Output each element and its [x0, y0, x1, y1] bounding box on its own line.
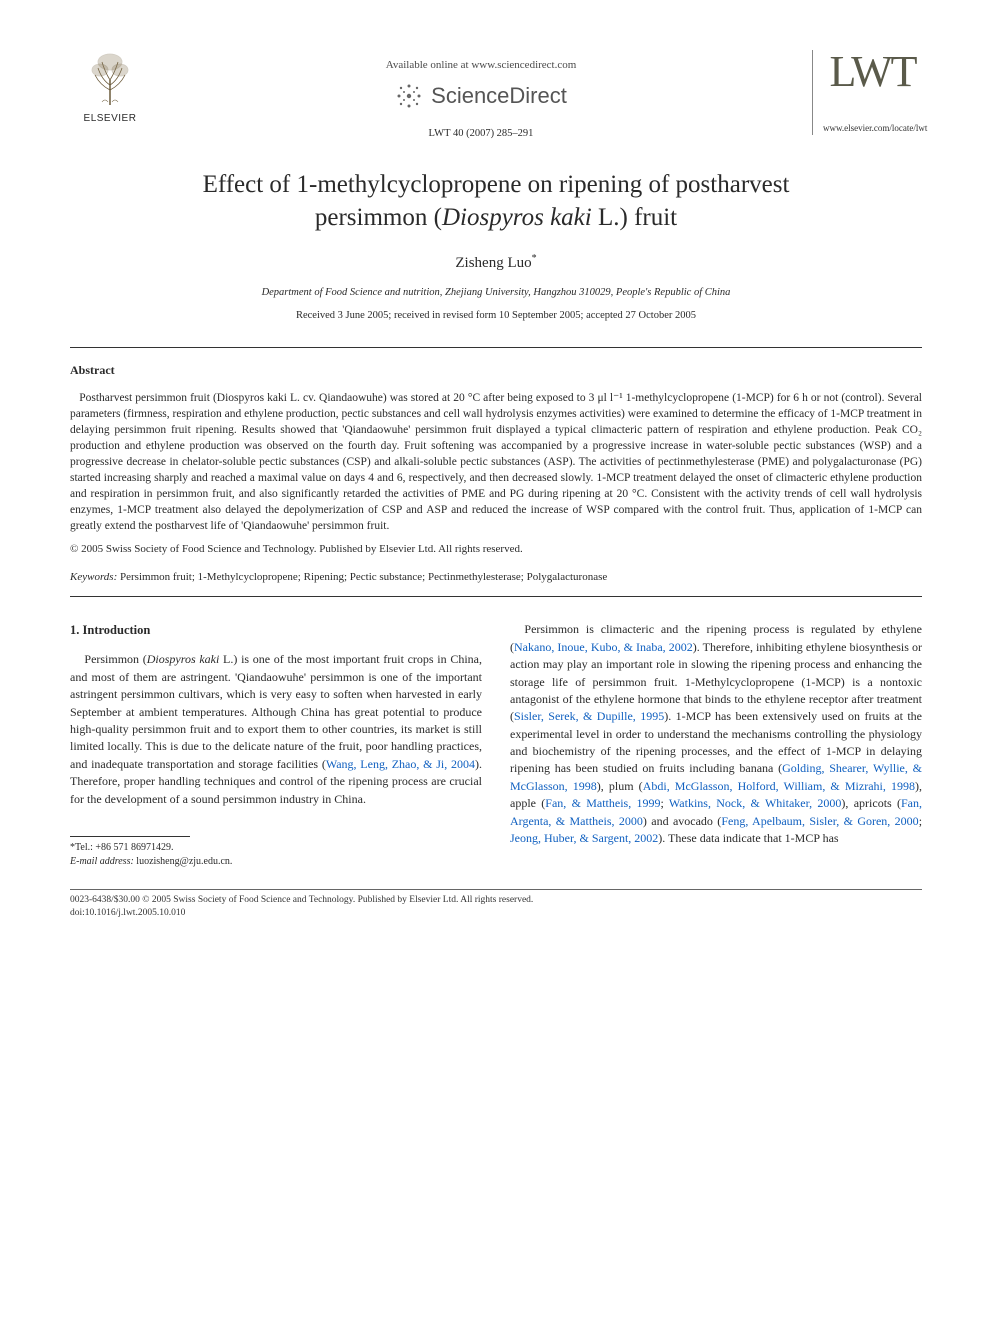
intro-para-right: Persimmon is climacteric and the ripenin… — [510, 621, 922, 847]
ref-nakano-2002[interactable]: Nakano, Inoue, Kubo, & Inaba, 2002 — [514, 640, 693, 654]
abstract-body: Postharvest persimmon fruit (Diospyros k… — [70, 390, 922, 535]
available-online-text: Available online at www.sciencedirect.co… — [150, 58, 812, 74]
sciencedirect-logo: ScienceDirect — [150, 80, 812, 112]
ref-jeong-2002[interactable]: Jeong, Huber, & Sargent, 2002 — [510, 831, 658, 845]
footnote-rule — [70, 836, 190, 837]
center-header: Available online at www.sciencedirect.co… — [150, 50, 812, 141]
elsevier-logo-block: ELSEVIER — [70, 50, 150, 127]
ref-wang-2004[interactable]: Wang, Leng, Zhao, & Ji, 2004 — [326, 757, 475, 771]
intro-para-left: Persimmon (Diospyros kaki L.) is one of … — [70, 651, 482, 808]
footer-rule — [70, 889, 922, 890]
section-1-heading: 1. Introduction — [70, 621, 482, 639]
title-line2-pre: persimmon ( — [315, 204, 442, 231]
lwt-logo: LWT — [823, 50, 922, 94]
email-label: E-mail address: — [70, 856, 134, 867]
tel-label: *Tel.: — [70, 842, 95, 853]
keywords-label: Keywords: — [70, 571, 117, 583]
article-dates: Received 3 June 2005; received in revise… — [70, 308, 922, 323]
sciencedirect-text: ScienceDirect — [431, 80, 567, 112]
lwt-logo-block: LWT www.elsevier.com/locate/lwt — [812, 50, 922, 135]
ref-feng-2000[interactable]: Feng, Apelbaum, Sisler, & Goren, 2000 — [721, 814, 918, 828]
left-column: 1. Introduction Persimmon (Diospyros kak… — [70, 621, 482, 869]
article-title: Effect of 1-methylcyclopropene on ripeni… — [110, 169, 882, 234]
ref-watkins-2000[interactable]: Watkins, Nock, & Whitaker, 2000 — [669, 796, 842, 810]
corresp-footnote: *Tel.: +86 571 86971429. E-mail address:… — [70, 841, 482, 869]
footer-copyright: 0023-6438/$30.00 © 2005 Swiss Society of… — [70, 894, 922, 907]
page-header: ELSEVIER Available online at www.science… — [70, 50, 922, 141]
author-name: Zisheng Luo — [455, 255, 531, 271]
affiliation: Department of Food Science and nutrition… — [70, 285, 922, 300]
title-line1: Effect of 1-methylcyclopropene on ripeni… — [203, 171, 790, 198]
body-columns: 1. Introduction Persimmon (Diospyros kak… — [70, 621, 922, 869]
divider-bottom — [70, 596, 922, 597]
right-column: Persimmon is climacteric and the ripenin… — [510, 621, 922, 869]
ref-abdi-1998[interactable]: Abdi, McGlasson, Holford, William, & Miz… — [643, 779, 915, 793]
title-line2-post: L.) fruit — [592, 204, 677, 231]
ref-fan-1999[interactable]: Fan, & Mattheis, 1999 — [545, 796, 660, 810]
journal-reference: LWT 40 (2007) 285–291 — [150, 126, 812, 141]
tel-value: +86 571 86971429. — [95, 842, 173, 853]
divider-top — [70, 347, 922, 348]
keywords-text: Persimmon fruit; 1-Methylcyclopropene; R… — [117, 571, 607, 583]
elsevier-label: ELSEVIER — [84, 112, 137, 127]
author-line: Zisheng Luo* — [70, 252, 922, 275]
abstract-copyright: © 2005 Swiss Society of Food Science and… — [70, 542, 922, 558]
title-line2-italic: Diospyros kaki — [442, 204, 592, 231]
footer-text: 0023-6438/$30.00 © 2005 Swiss Society of… — [70, 894, 922, 920]
footer-doi: doi:10.1016/j.lwt.2005.10.010 — [70, 907, 922, 920]
lwt-url: www.elsevier.com/locate/lwt — [823, 122, 922, 135]
ref-sisler-1995[interactable]: Sisler, Serek, & Dupille, 1995 — [514, 709, 664, 723]
email-value: luozisheng@zju.edu.cn. — [134, 856, 233, 867]
keywords-line: Keywords: Persimmon fruit; 1-Methylcyclo… — [70, 570, 922, 586]
abstract-text: Postharvest persimmon fruit (Diospyros k… — [70, 392, 922, 533]
author-corresp-mark: * — [532, 253, 537, 264]
sciencedirect-dots-icon — [395, 82, 423, 110]
elsevier-tree-icon — [80, 50, 140, 110]
abstract-heading: Abstract — [70, 362, 922, 379]
